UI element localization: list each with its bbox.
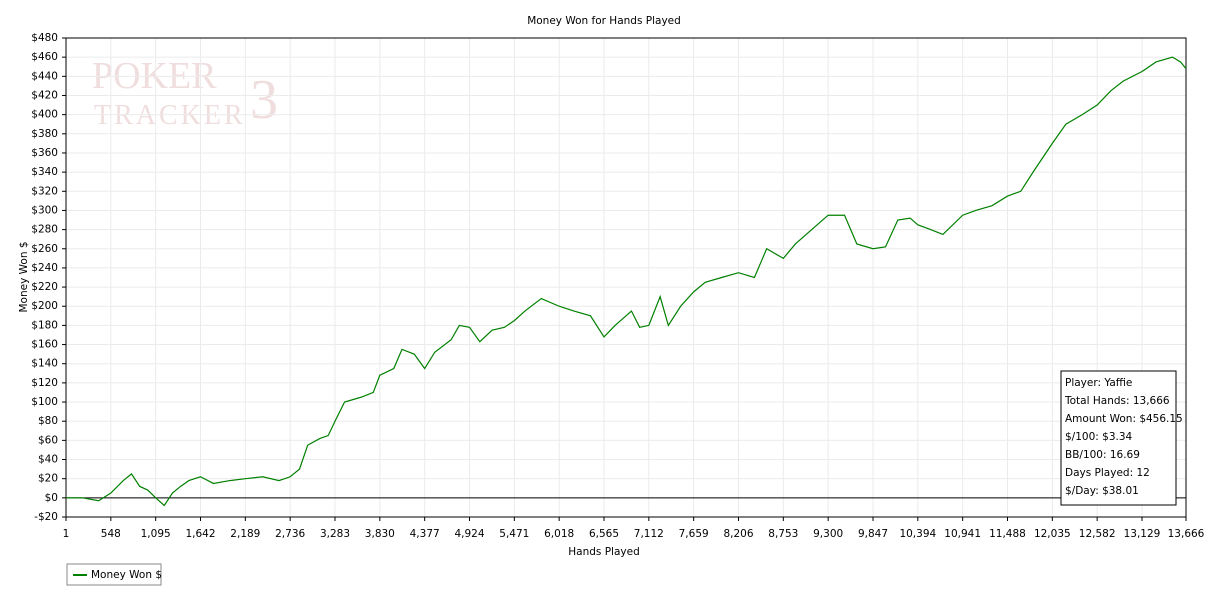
x-tick-label: 1	[63, 528, 70, 540]
y-tick-label: $40	[38, 454, 58, 466]
y-tick-label: $360	[31, 147, 58, 159]
y-tick-label: $380	[31, 128, 58, 140]
x-tick-label: 1,642	[185, 528, 215, 540]
info-line: Player: Yaffie	[1065, 377, 1132, 389]
y-tick-label: $460	[31, 51, 58, 63]
chart-title: Money Won for Hands Played	[527, 15, 681, 27]
y-tick-label: $180	[31, 319, 58, 331]
x-tick-label: 13,666	[1168, 528, 1205, 540]
data-line	[66, 56, 1187, 507]
info-line: Total Hands: 13,666	[1064, 395, 1170, 407]
x-tick-label: 8,206	[723, 528, 753, 540]
info-line: BB/100: 16.69	[1065, 449, 1140, 461]
y-tick-label: $100	[31, 396, 58, 408]
y-tick-label: $120	[31, 377, 58, 389]
y-tick-label: $160	[31, 339, 58, 351]
x-tick-label: 9,300	[813, 528, 843, 540]
x-tick-label: 2,189	[230, 528, 260, 540]
info-line: Amount Won: $456.15	[1065, 413, 1183, 425]
x-tick-label: 10,394	[899, 528, 936, 540]
x-tick-label: 10,941	[944, 528, 981, 540]
plot-frame	[65, 37, 1187, 518]
x-tick-label: 1,095	[141, 528, 171, 540]
x-tick-label: 6,018	[544, 528, 574, 540]
x-tick-label: 8,753	[768, 528, 798, 540]
x-tick-label: 12,035	[1034, 528, 1071, 540]
y-tick-label: $20	[38, 473, 58, 485]
y-tick-label: $220	[31, 281, 58, 293]
x-tick-label: 7,659	[679, 528, 709, 540]
x-tick-label: 548	[101, 528, 121, 540]
watermark: 3	[250, 69, 278, 131]
x-tick-label: 2,736	[275, 528, 305, 540]
y-tick-label: $260	[31, 243, 58, 255]
x-tick-label: 12,582	[1079, 528, 1116, 540]
y-tick-label: $200	[31, 300, 58, 312]
y-tick-label: $420	[31, 89, 58, 101]
y-tick-label: $400	[31, 109, 58, 121]
x-tick-label: 9,847	[858, 528, 888, 540]
info-line: $/100: $3.34	[1065, 431, 1133, 443]
x-tick-label: 3,283	[320, 528, 350, 540]
y-tick-label: $300	[31, 204, 58, 216]
legend-label: Money Won $	[91, 569, 162, 581]
y-tick-label: $80	[38, 415, 58, 427]
y-tick-label: $140	[31, 358, 58, 370]
x-tick-label: 4,924	[454, 528, 484, 540]
y-axis-title: Money Won $	[18, 241, 30, 312]
x-tick-label: 11,488	[989, 528, 1026, 540]
x-tick-label: 4,377	[410, 528, 440, 540]
y-tick-label: $0	[45, 492, 58, 504]
y-tick-label: $320	[31, 185, 58, 197]
y-tick-label: $440	[31, 70, 58, 82]
y-tick-label: -$20	[34, 511, 58, 523]
x-axis-title: Hands Played	[568, 546, 639, 558]
info-line: Days Played: 12	[1065, 467, 1150, 479]
x-tick-label: 6,565	[589, 528, 619, 540]
watermark: TRACKER	[94, 100, 246, 131]
info-box	[1060, 370, 1177, 506]
y-tick-label: $60	[38, 434, 58, 446]
info-line: $/Day: $38.01	[1065, 485, 1139, 497]
legend-box	[66, 563, 162, 586]
x-tick-label: 5,471	[499, 528, 529, 540]
y-tick-label: $340	[31, 166, 58, 178]
x-tick-label: 3,830	[365, 528, 395, 540]
x-tick-label: 7,112	[634, 528, 664, 540]
x-tick-label: 13,129	[1124, 528, 1161, 540]
y-tick-label: $280	[31, 224, 58, 236]
y-tick-label: $480	[31, 32, 58, 44]
y-tick-label: $240	[31, 262, 58, 274]
